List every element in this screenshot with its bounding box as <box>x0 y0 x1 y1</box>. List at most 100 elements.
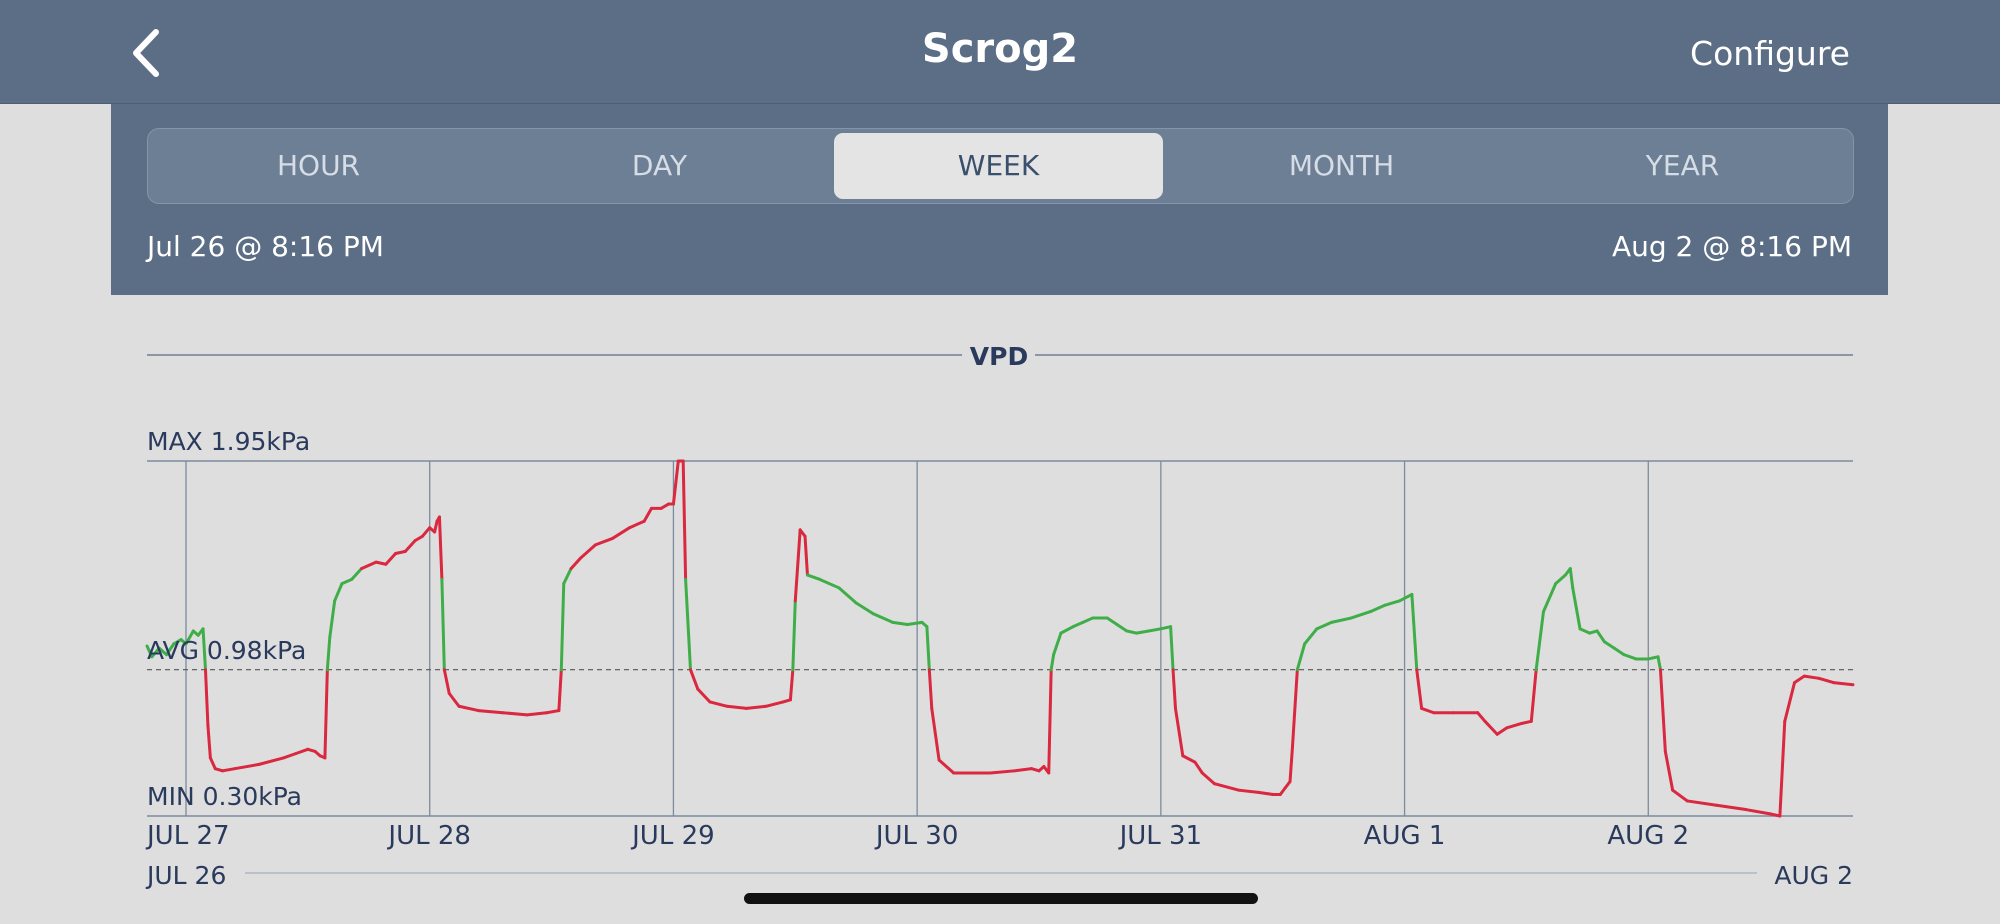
page-title: Scrog2 <box>921 26 1079 72</box>
vpd-line-segment <box>281 752 298 760</box>
vpd-line-segment <box>1602 640 1616 650</box>
vpd-line-segment <box>457 704 480 713</box>
vpd-line-segment <box>1059 625 1075 635</box>
range-end-date: Aug 2 @ 8:16 PM <box>1611 230 1852 263</box>
vpd-line-segment <box>708 700 729 708</box>
vpd-line-segment <box>325 635 332 672</box>
vpd-line-segment <box>1290 668 1299 749</box>
vpd-line-segment <box>1329 616 1353 624</box>
x-tick-label: AUG 2 <box>1607 821 1689 851</box>
vpd-line-segment <box>476 709 505 715</box>
x-tick-label: AUG 1 <box>1364 821 1446 851</box>
vpd-line-segment <box>545 709 561 715</box>
x-tick-label: JUL 31 <box>1118 821 1203 851</box>
vpd-line-segment <box>1125 629 1138 635</box>
home-indicator <box>744 893 1258 904</box>
vpd-line-segment <box>440 577 446 672</box>
vpd-line-segment <box>1288 745 1294 784</box>
vpd-line-segment <box>1295 642 1307 672</box>
vpd-line-segment <box>1541 582 1558 614</box>
vpd-line-segment <box>681 459 688 581</box>
vpd-line-segment <box>1383 599 1402 607</box>
vpd-line-segment <box>871 612 895 624</box>
vpd-line-segment <box>788 668 795 702</box>
vpd-line-segment <box>579 543 597 560</box>
tab-week[interactable]: WEEK <box>834 133 1163 199</box>
vpd-line-segment <box>1052 631 1063 657</box>
vpd-line-segment <box>1554 573 1567 586</box>
vpd-line-segment <box>328 599 337 639</box>
vpd-line-segment <box>559 582 566 672</box>
vpd-line-segment <box>930 706 941 762</box>
vpd-line-segment <box>937 758 956 775</box>
vpd-line-segment <box>1685 799 1719 807</box>
vpd-line-segment <box>1495 726 1509 736</box>
vpd-line-segment <box>1049 653 1056 672</box>
vpd-line-segment <box>1663 749 1675 792</box>
vpd-line-segment <box>891 620 909 627</box>
vpd-line-segment <box>791 599 797 672</box>
vpd-line-segment <box>1169 625 1175 672</box>
vpd-line-segment <box>206 724 212 760</box>
vpd-line-segment <box>837 586 858 605</box>
tab-hour[interactable]: HOUR <box>276 149 361 182</box>
vpd-line-segment <box>1105 616 1119 627</box>
vpd-line-segment <box>384 552 398 566</box>
tab-day[interactable]: DAY <box>631 149 688 182</box>
tab-year[interactable]: YEAR <box>1645 149 1720 182</box>
x-tick-label: JUL 28 <box>386 821 471 851</box>
vpd-line-segment <box>447 691 461 708</box>
vpd-line-segment <box>501 711 529 717</box>
avg-label: AVG 0.98kPa <box>147 636 306 665</box>
vpd-line-segment <box>184 629 195 646</box>
vpd-line-segment <box>1256 790 1275 796</box>
vpd-line-segment <box>1071 620 1085 629</box>
vpd-line-segment <box>257 756 285 766</box>
vpd-line-segment <box>725 704 749 710</box>
vpd-line-segment <box>1578 627 1592 635</box>
vpd-line-segment <box>442 668 451 695</box>
vpd-line-segment <box>988 769 1017 775</box>
vpd-line-segment <box>764 700 785 708</box>
overview-end-label: AUG 2 <box>1774 861 1853 890</box>
min-label: MIN 0.30kPa <box>147 782 302 811</box>
back-button[interactable] <box>120 22 180 82</box>
vpd-line-segment <box>323 668 329 760</box>
vpd-line-segment <box>1349 610 1372 620</box>
vpd-line-segment <box>1200 771 1216 786</box>
vpd-line-segment <box>1715 803 1748 812</box>
vpd-line-segment <box>1483 719 1499 736</box>
vpd-line-segment <box>557 668 563 713</box>
vpd-line-segment <box>688 668 700 691</box>
time-range-panel: HOUR DAY WEEK MONTH YEAR Jul 26 @ 8:16 P… <box>111 104 1888 295</box>
vpd-line-segment <box>208 756 217 771</box>
vpd-line-segment <box>433 519 439 534</box>
vpd-line-segment <box>1505 721 1524 730</box>
vpd-line-segment <box>818 577 841 590</box>
vpd-line-segment <box>1658 668 1667 753</box>
vpd-line-segment <box>1568 567 1575 590</box>
vpd-line-segment <box>403 539 417 553</box>
tab-month[interactable]: MONTH <box>1288 149 1395 182</box>
vpd-line-segment <box>374 560 388 566</box>
vpd-line-segment <box>905 620 924 627</box>
x-tick-label: JUL 27 <box>145 821 230 851</box>
vpd-line-segment <box>1237 788 1260 794</box>
vpd-line-segment <box>1476 711 1487 723</box>
vpd-line-segment <box>642 506 653 523</box>
vpd-line-segment <box>1171 668 1177 710</box>
vpd-line-segment <box>1802 674 1821 680</box>
vpd-line-segment <box>593 536 614 547</box>
configure-button[interactable]: Configure <box>1690 34 1850 73</box>
vpd-line-segment <box>350 567 363 581</box>
vpd-line-segment <box>221 767 237 773</box>
vpd-line-segment <box>150 646 161 659</box>
vpd-line-segment <box>1783 681 1797 723</box>
vpd-line-segment <box>1013 767 1034 773</box>
vpd-line-segment <box>1793 674 1806 685</box>
vpd-line-segment <box>1595 629 1606 644</box>
chart-title: VPD <box>970 342 1028 371</box>
vpd-line-segment <box>164 642 176 657</box>
vpd-line-segment <box>1671 788 1689 803</box>
top-navigation-bar: Scrog2 Configure <box>0 0 2000 104</box>
